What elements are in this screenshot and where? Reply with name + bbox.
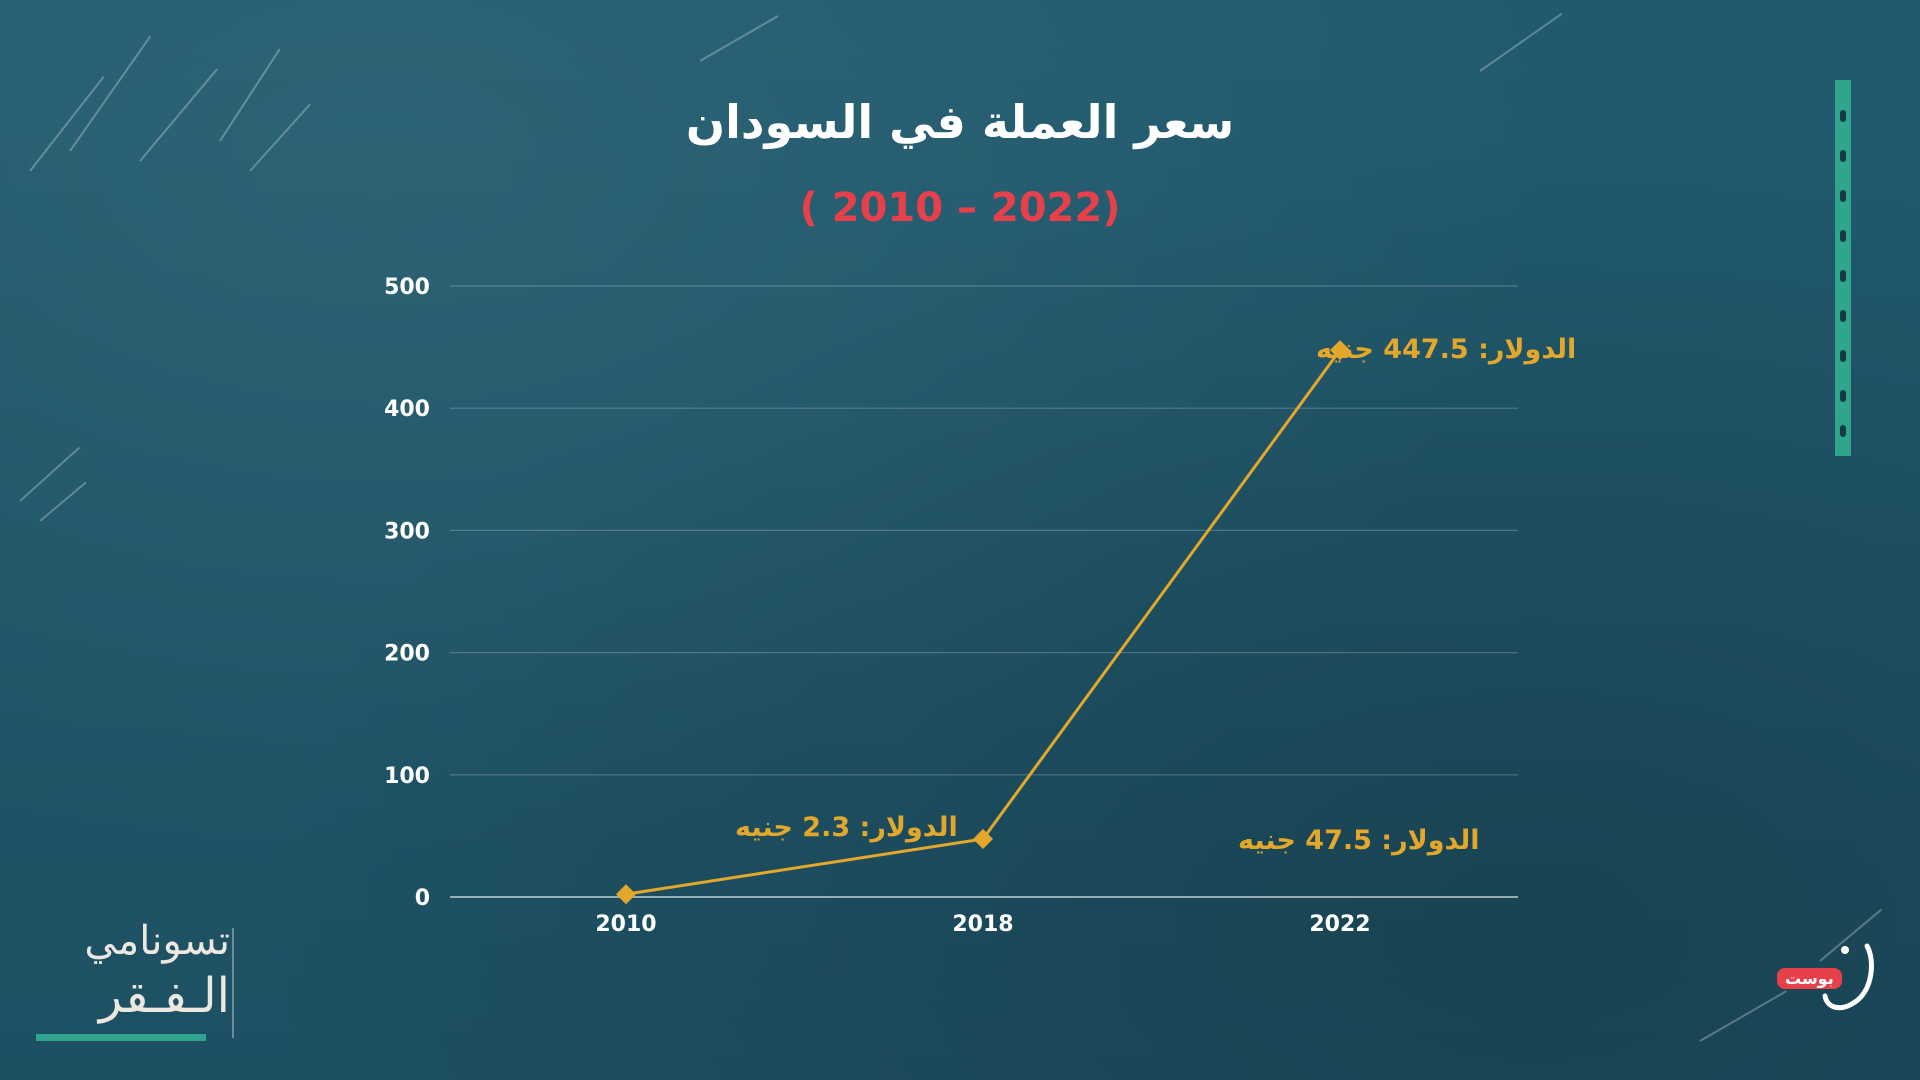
brand-logo: بوست: [1775, 940, 1885, 1020]
strip-hole: [1840, 270, 1846, 282]
y-tick-label: 500: [384, 275, 430, 300]
logo-frame: [232, 928, 242, 1038]
strip-hole: [1840, 110, 1846, 122]
data-label: الدولار: 2.3 جنيه: [735, 812, 958, 843]
chart-title: سعر العملة في السودان: [685, 95, 1235, 149]
series-line: [625, 349, 1342, 896]
strip-hole: [1840, 390, 1846, 402]
logo-line-1: تسونامي: [84, 918, 230, 964]
y-tick-label: 0: [415, 886, 430, 911]
data-point: [616, 884, 636, 905]
strip-hole: [1840, 230, 1846, 242]
x-tick-label: 2010: [595, 912, 656, 937]
series-logo: تسونامي الـفـقر: [36, 918, 260, 1048]
strip-hole: [1840, 190, 1846, 202]
strip-hole: [1840, 150, 1846, 162]
chart-subtitle: ( 2010 – 2022): [799, 185, 1121, 231]
logo-bar: [36, 1034, 206, 1041]
strip-hole: [1840, 350, 1846, 362]
logo-line-2: الـفـقر: [98, 968, 230, 1024]
data-point: [1330, 340, 1350, 361]
brand-swoosh-icon: [1822, 943, 1874, 1011]
data-label: الدولار: 447.5 جنيه: [1316, 334, 1576, 365]
strip-hole: [1840, 425, 1846, 437]
data-point: [973, 828, 993, 849]
brand-badge: بوست: [1777, 968, 1842, 989]
data-label: الدولار: 47.5 جنيه: [1238, 825, 1480, 856]
x-tick-label: 2022: [1309, 912, 1370, 937]
decorative-strip: [1835, 80, 1851, 456]
y-tick-label: 100: [384, 764, 430, 789]
strip-hole: [1840, 310, 1846, 322]
y-tick-label: 400: [384, 397, 430, 422]
y-tick-label: 300: [384, 519, 430, 544]
x-tick-label: 2018: [952, 912, 1013, 937]
y-tick-label: 200: [384, 642, 430, 667]
